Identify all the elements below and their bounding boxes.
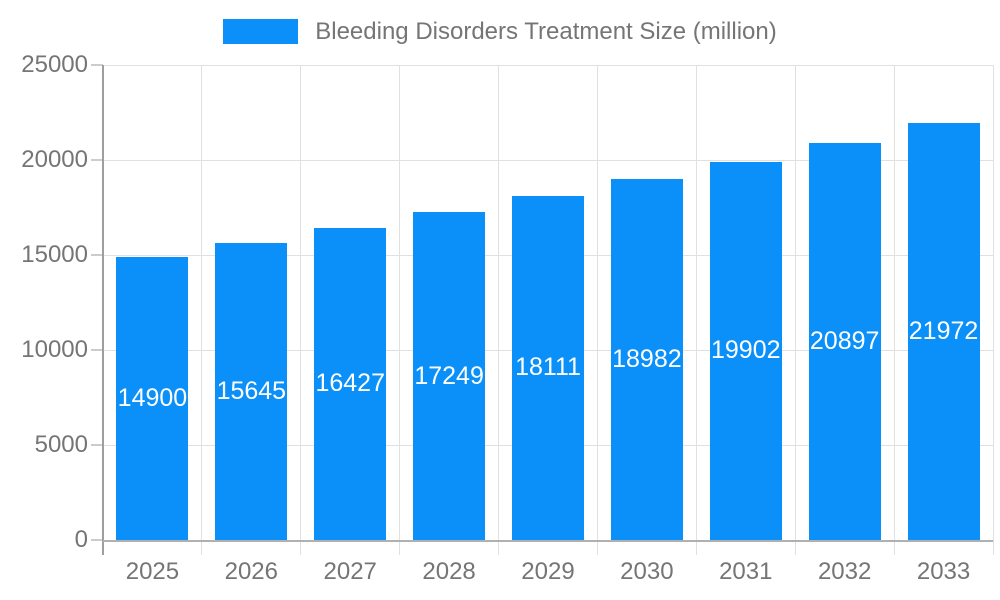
chart-legend[interactable]: Bleeding Disorders Treatment Size (milli… — [0, 19, 1000, 44]
y-tick — [91, 254, 103, 256]
x-gridline — [596, 65, 598, 555]
bar-value-label: 14900 — [117, 383, 188, 412]
bar-value-label: 18982 — [612, 345, 682, 374]
y-tick-label: 10000 — [21, 336, 88, 363]
x-tick-label: 2027 — [323, 558, 377, 585]
y-tick-label: 0 — [74, 526, 88, 553]
bar-2031[interactable]: 19902 — [709, 161, 782, 540]
bar-value-label: 20897 — [809, 326, 880, 355]
y-tick-label: 15000 — [21, 241, 88, 268]
x-gridline — [794, 65, 796, 555]
y-tick-label: 5000 — [34, 431, 88, 458]
y-tick — [91, 539, 103, 541]
y-tick-label: 25000 — [21, 51, 88, 78]
bar-2029[interactable]: 18111 — [512, 195, 584, 540]
bar-2033[interactable]: 21972 — [907, 122, 980, 540]
bar-value-label: 18111 — [515, 353, 581, 382]
bar-2032[interactable]: 20897 — [808, 142, 881, 540]
x-gridline — [695, 65, 697, 555]
x-tick-label: 2033 — [916, 558, 971, 585]
x-tick-label: 2031 — [719, 558, 773, 585]
bar-2025[interactable]: 14900 — [116, 256, 189, 540]
bar-2027[interactable]: 16427 — [314, 227, 387, 540]
legend-label: Bleeding Disorders Treatment Size (milli… — [315, 18, 777, 45]
y-gridline — [103, 159, 993, 161]
legend-swatch — [223, 19, 299, 44]
y-tick — [91, 159, 103, 161]
y-tick — [91, 64, 103, 66]
bar-value-label: 16427 — [315, 369, 385, 398]
x-tick-label: 2026 — [224, 558, 278, 585]
x-tick-label: 2029 — [521, 558, 575, 585]
x-gridline — [300, 65, 302, 555]
y-tick-label: 20000 — [21, 146, 88, 173]
y-axis-line — [102, 65, 104, 555]
x-tick-label: 2030 — [620, 558, 674, 585]
x-tick-label: 2028 — [422, 558, 476, 585]
bar-2026[interactable]: 15645 — [215, 242, 288, 540]
x-tick-label: 2032 — [817, 558, 872, 585]
bar-value-label: 17249 — [414, 361, 484, 390]
x-gridline — [201, 65, 203, 555]
y-tick — [91, 444, 103, 446]
x-gridline — [992, 65, 994, 555]
x-axis-line — [103, 540, 993, 542]
x-gridline — [498, 65, 500, 555]
bar-2028[interactable]: 17249 — [413, 212, 486, 540]
bar-value-label: 15645 — [216, 376, 287, 405]
x-gridline — [893, 65, 895, 555]
bar-value-label: 21972 — [908, 316, 979, 345]
x-gridline — [399, 65, 401, 555]
bar-value-label: 19902 — [711, 336, 781, 365]
bar-2030[interactable]: 18982 — [610, 179, 683, 540]
y-gridline — [103, 64, 993, 66]
x-tick-label: 2025 — [125, 558, 180, 585]
y-tick — [91, 349, 103, 351]
